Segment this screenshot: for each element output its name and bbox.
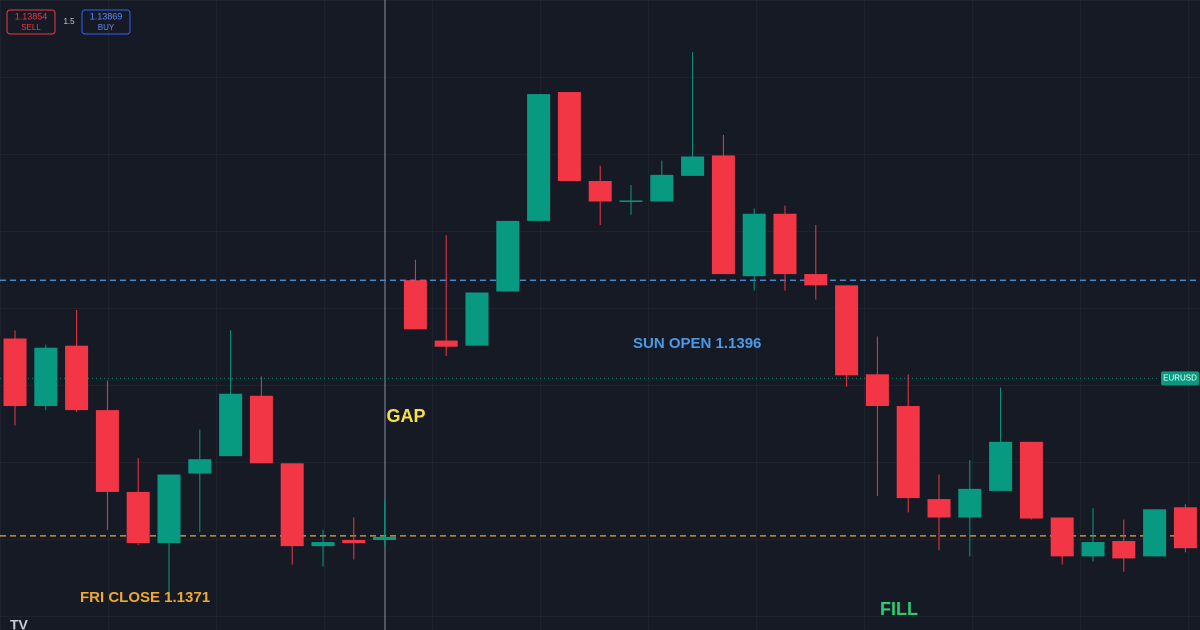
- candle-body: [3, 338, 27, 407]
- candle-body: [1143, 509, 1167, 557]
- candle-body: [65, 345, 89, 411]
- candle-body: [342, 540, 366, 544]
- candle-body: [619, 200, 643, 202]
- reference-label: FRI CLOSE 1.1371: [80, 589, 210, 606]
- candle-body: [1019, 441, 1043, 519]
- candle-body: [958, 488, 982, 518]
- candle-body: [157, 474, 181, 544]
- candle-body: [434, 340, 458, 347]
- candle-body: [681, 156, 705, 176]
- candle-body: [465, 292, 489, 346]
- candle-body: [1050, 517, 1074, 557]
- candle-body: [835, 285, 859, 376]
- annotation: GAP: [386, 406, 425, 426]
- candle-body: [742, 213, 766, 277]
- sell-price: 1.13854: [15, 11, 48, 21]
- candle-body: [927, 499, 951, 518]
- candle-body: [804, 274, 828, 286]
- candle-body: [496, 220, 520, 292]
- candle-body: [527, 94, 551, 221]
- candle-body: [650, 174, 674, 202]
- candle-body: [865, 374, 889, 407]
- candle-body: [711, 155, 735, 275]
- candle-body: [1112, 541, 1136, 559]
- candle-body: [373, 536, 397, 540]
- annotation: FILL: [880, 599, 918, 619]
- sell-button[interactable]: [6, 9, 56, 35]
- candle-body: [188, 459, 212, 474]
- buy-price: 1.13869: [90, 11, 123, 21]
- candle-body: [249, 395, 273, 464]
- candle-body: [311, 542, 335, 547]
- candle-body: [588, 181, 612, 202]
- buy-label: BUY: [98, 23, 115, 32]
- candle-body: [34, 347, 58, 407]
- candle-body: [219, 393, 243, 457]
- candle-body: [95, 410, 119, 492]
- candle-body: [126, 491, 150, 544]
- last-price-label: EURUSD: [1163, 374, 1197, 383]
- candle-body: [1173, 507, 1197, 549]
- candle-body: [896, 406, 920, 499]
- logo: TV: [10, 617, 29, 630]
- candle-body: [1081, 542, 1105, 557]
- candle-body: [773, 213, 797, 275]
- trade-widget: 1.13854 SELL 1.5 1.13869 BUY: [6, 9, 131, 35]
- candle-body: [403, 280, 427, 330]
- candle-body: [280, 463, 304, 547]
- last-price-tag: [1161, 371, 1199, 386]
- spread: 1.5: [63, 17, 75, 26]
- reference-label: SUN OPEN 1.1396: [633, 335, 761, 352]
- buy-button[interactable]: [81, 9, 131, 35]
- candle-body: [989, 441, 1013, 491]
- sell-label: SELL: [21, 23, 41, 32]
- candle-body: [557, 92, 581, 182]
